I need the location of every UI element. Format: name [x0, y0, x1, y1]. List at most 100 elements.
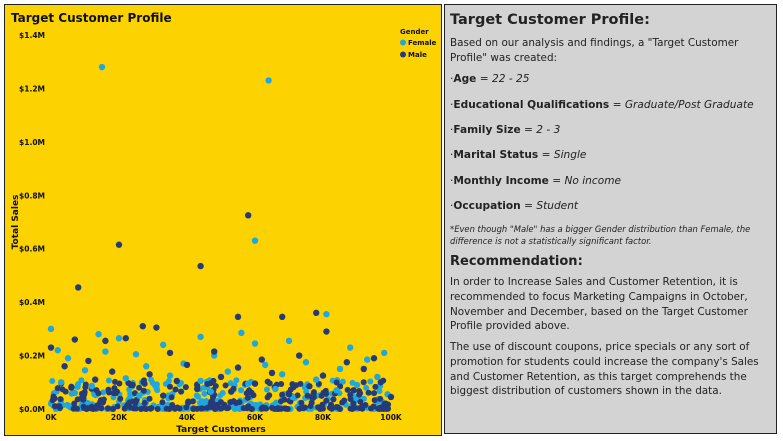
data-point-cluster — [376, 388, 383, 395]
data-point — [129, 381, 136, 389]
data-point-cluster — [212, 405, 219, 412]
data-point — [47, 325, 55, 333]
profile-item: ·Occupation = Student — [450, 199, 770, 214]
data-point — [115, 335, 123, 342]
data-point-cluster — [219, 390, 226, 397]
data-point-cluster — [367, 378, 374, 385]
data-point-cluster — [274, 405, 281, 412]
data-point — [279, 313, 286, 321]
data-point-cluster — [356, 405, 363, 412]
data-point — [387, 393, 395, 401]
data-point — [122, 375, 129, 382]
data-point — [102, 337, 109, 345]
data-point — [115, 241, 123, 248]
data-point-cluster — [330, 396, 337, 403]
data-point-cluster — [190, 405, 197, 412]
data-point-cluster — [73, 405, 80, 412]
data-point — [85, 357, 92, 365]
data-point-cluster — [334, 404, 341, 411]
data-point — [207, 388, 214, 395]
data-point-cluster — [193, 392, 200, 399]
data-point-cluster — [347, 392, 354, 399]
data-point — [251, 380, 259, 387]
data-point-cluster — [237, 387, 244, 394]
data-point-cluster — [154, 405, 161, 412]
data-point-cluster — [78, 395, 85, 402]
data-point — [268, 369, 276, 377]
data-point-cluster — [57, 396, 64, 403]
data-point-cluster — [159, 399, 166, 406]
profile-item-label: Family Size — [453, 124, 521, 136]
data-point-cluster — [204, 381, 211, 388]
data-point — [319, 372, 327, 379]
data-point-cluster — [382, 400, 389, 407]
profile-panel: Target Customer Profile: Based on our an… — [444, 4, 777, 434]
data-point-cluster — [323, 390, 330, 397]
data-point-cluster — [171, 405, 178, 412]
data-point — [68, 384, 75, 391]
data-point — [347, 344, 354, 351]
data-point-cluster — [92, 405, 99, 412]
data-point — [245, 380, 252, 387]
data-point-cluster — [222, 382, 229, 389]
data-point-cluster — [148, 376, 155, 383]
x-tick-label: 80K — [315, 413, 332, 422]
data-point — [143, 363, 150, 370]
data-point — [224, 368, 231, 375]
data-point — [234, 364, 242, 371]
profile-item-value: Single — [553, 149, 587, 162]
data-point — [71, 389, 79, 397]
data-point-cluster — [279, 391, 286, 398]
data-point — [173, 377, 180, 385]
data-point-cluster — [217, 399, 224, 406]
bullet-icon: · — [450, 98, 454, 111]
data-point — [51, 395, 58, 402]
data-point — [75, 284, 82, 291]
data-point-cluster — [309, 394, 316, 401]
profile-item: ·Family Size = 2 - 3 — [450, 123, 770, 138]
data-point-cluster — [201, 390, 208, 397]
data-point — [197, 377, 204, 385]
profile-item-value: 22 - 25 — [491, 73, 530, 86]
data-point-cluster — [344, 386, 351, 393]
x-tick-label: 40K — [179, 413, 196, 422]
data-point-cluster — [377, 404, 384, 411]
data-point-cluster — [189, 398, 196, 405]
profile-item-value: No income — [564, 174, 622, 187]
data-point — [323, 310, 330, 318]
data-point-cluster — [310, 389, 317, 396]
profile-item-separator: = — [548, 174, 565, 187]
data-point — [350, 387, 357, 394]
data-point — [64, 355, 72, 362]
data-point — [374, 373, 381, 381]
data-point-cluster — [339, 399, 346, 406]
data-point — [211, 348, 218, 355]
data-point-cluster — [185, 398, 192, 405]
legend-title: Gender — [400, 28, 429, 36]
data-point — [279, 371, 286, 378]
bullet-icon: · — [450, 200, 454, 213]
data-point-cluster — [268, 404, 275, 411]
data-point — [333, 387, 340, 394]
data-point-cluster — [59, 386, 66, 393]
data-point — [194, 385, 201, 393]
data-point-cluster — [326, 404, 333, 411]
data-point-cluster — [105, 377, 112, 384]
data-point — [234, 313, 242, 321]
data-point — [285, 337, 293, 345]
data-point-cluster — [377, 395, 384, 402]
data-point — [336, 365, 344, 373]
data-point-cluster — [168, 394, 175, 401]
data-point-cluster — [357, 390, 364, 397]
profile-item-label: Monthly Income — [453, 174, 549, 187]
data-point-cluster — [110, 405, 117, 412]
data-point — [360, 365, 367, 373]
data-point-cluster — [204, 404, 211, 411]
data-point-cluster — [132, 405, 139, 412]
data-point-cluster — [117, 395, 124, 402]
profile-note: *Even though "Male" has a bigger Gender … — [450, 224, 751, 247]
data-point-cluster — [165, 378, 172, 385]
data-point-cluster — [218, 405, 225, 412]
data-point — [109, 368, 116, 375]
data-point-cluster — [82, 381, 89, 388]
